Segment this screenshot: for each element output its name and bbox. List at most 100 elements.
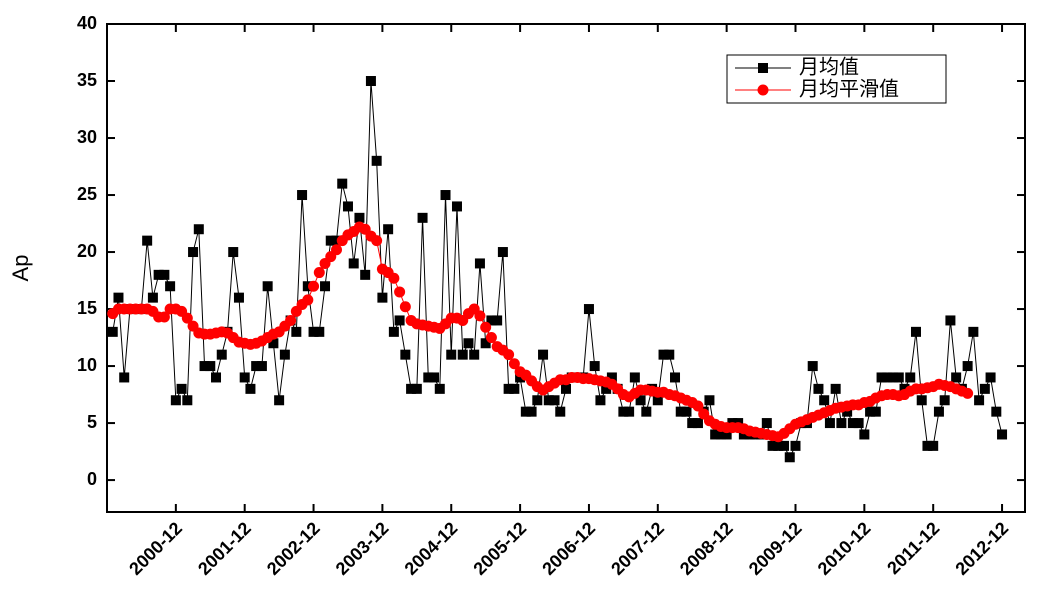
x-tick-label: 2012-12 — [951, 518, 1012, 579]
point — [670, 372, 681, 383]
point — [256, 361, 267, 372]
point — [962, 387, 974, 399]
point — [807, 361, 818, 372]
point — [893, 372, 904, 383]
point — [543, 395, 554, 406]
point — [394, 315, 405, 326]
point — [485, 332, 497, 344]
point — [371, 155, 382, 166]
point — [681, 406, 692, 417]
x-tick-label: 2007-12 — [607, 518, 668, 579]
point — [480, 338, 491, 349]
point — [170, 395, 181, 406]
point — [399, 301, 411, 313]
point — [853, 418, 864, 429]
plot-frame — [106, 23, 1026, 513]
point — [595, 395, 606, 406]
point — [251, 361, 262, 372]
point — [469, 349, 480, 360]
point — [704, 395, 715, 406]
y-tick-label: 35 — [77, 70, 97, 90]
legend-marker — [757, 84, 769, 96]
point — [813, 383, 824, 394]
point — [497, 247, 508, 258]
point — [188, 247, 199, 258]
x-tick-label: 2002-12 — [263, 518, 324, 579]
y-tick-label: 40 — [77, 13, 97, 33]
point — [520, 406, 531, 417]
point — [882, 372, 893, 383]
point — [233, 292, 244, 303]
point — [474, 258, 485, 269]
point — [991, 406, 1002, 417]
point — [492, 315, 503, 326]
point — [515, 372, 526, 383]
point — [979, 383, 990, 394]
point — [687, 418, 698, 429]
x-tick-label: 2006-12 — [538, 518, 599, 579]
point — [784, 452, 795, 463]
y-tick-label: 0 — [87, 469, 97, 489]
point — [549, 395, 560, 406]
point — [331, 244, 342, 256]
point — [589, 361, 600, 372]
point — [606, 372, 617, 383]
point — [463, 338, 474, 349]
point — [199, 361, 210, 372]
point — [383, 224, 394, 235]
point — [451, 201, 462, 212]
point — [365, 76, 376, 87]
point — [181, 312, 193, 324]
point — [865, 406, 876, 417]
point — [830, 383, 841, 394]
point — [933, 406, 944, 417]
point — [119, 372, 130, 383]
point — [526, 406, 537, 417]
point — [652, 395, 663, 406]
point — [262, 281, 273, 292]
point — [738, 429, 749, 440]
point — [985, 372, 996, 383]
point — [474, 310, 486, 322]
point — [153, 269, 164, 280]
point — [721, 429, 732, 440]
x-tick-label: 2004-12 — [401, 518, 462, 579]
x-tick-label: 2009-12 — [745, 518, 806, 579]
point — [692, 418, 703, 429]
point — [314, 326, 325, 337]
point — [939, 395, 950, 406]
point — [417, 212, 428, 223]
point — [325, 235, 336, 246]
point — [945, 315, 956, 326]
legend-marker — [758, 63, 768, 73]
point — [228, 247, 239, 258]
x-tick-label: 2000-12 — [125, 518, 186, 579]
point — [916, 395, 927, 406]
point — [388, 326, 399, 337]
point — [245, 383, 256, 394]
point — [997, 429, 1008, 440]
y-tick-label: 20 — [77, 241, 97, 261]
point — [710, 429, 721, 440]
point — [113, 292, 124, 303]
point — [824, 418, 835, 429]
point — [790, 440, 801, 451]
point — [847, 418, 858, 429]
point — [928, 440, 939, 451]
point — [342, 201, 353, 212]
point — [715, 429, 726, 440]
point — [446, 349, 457, 360]
point — [555, 406, 566, 417]
point — [406, 383, 417, 394]
point — [297, 190, 308, 201]
point — [107, 326, 118, 337]
point — [348, 258, 359, 269]
point — [922, 440, 933, 451]
point — [337, 178, 348, 189]
point — [538, 349, 549, 360]
point — [842, 406, 853, 417]
point — [371, 235, 383, 247]
point — [635, 395, 646, 406]
point — [773, 440, 784, 451]
point — [308, 280, 320, 292]
